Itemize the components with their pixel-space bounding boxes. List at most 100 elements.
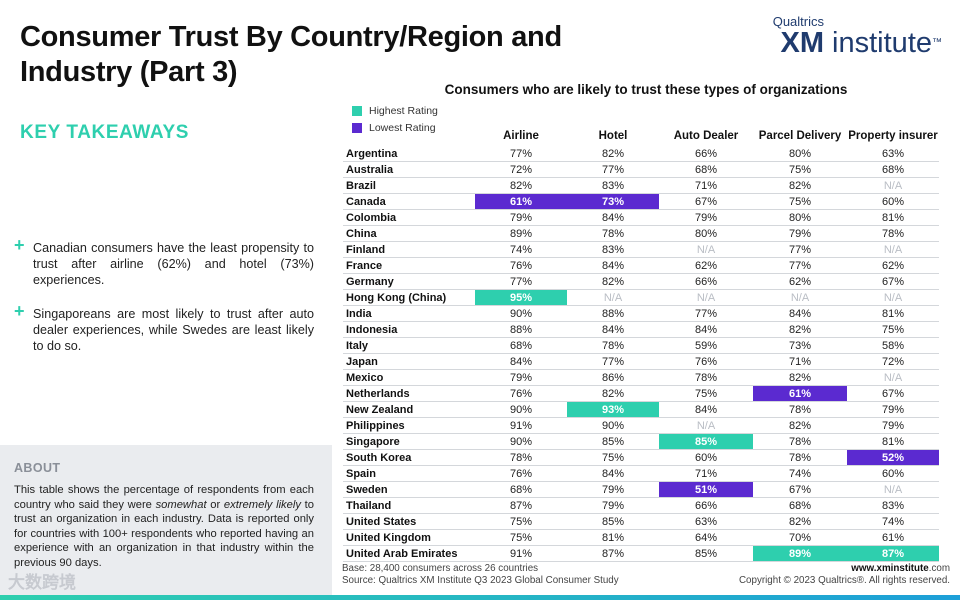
takeaway-bullet-1: + Canadian consumers have the least prop…: [14, 236, 314, 288]
watermark: 大数跨境: [8, 573, 76, 592]
brand-logo: Qualtrics XM institute™: [773, 14, 942, 58]
value-cell: 90%: [475, 433, 567, 450]
table-row: China 89% 78% 80% 79% 78%: [343, 225, 939, 242]
bottom-accent-bar: [0, 595, 960, 600]
trust-table: Airline Hotel Auto Dealer Parcel Deliver…: [343, 116, 939, 562]
country-cell: Philippines: [343, 417, 475, 434]
value-cell: 68%: [847, 161, 939, 178]
value-cell: 79%: [753, 225, 847, 242]
value-cell: 79%: [475, 369, 567, 386]
value-cell: 73%: [753, 337, 847, 354]
table-row: New Zealand 90% 93% 84% 78% 79%: [343, 401, 939, 418]
column-header-airline: Airline: [503, 130, 539, 142]
value-cell: N/A: [659, 289, 753, 306]
country-cell: China: [343, 225, 475, 242]
table-row: Singapore 90% 85% 85% 78% 81%: [343, 433, 939, 450]
table-row: Indonesia 88% 84% 84% 82% 75%: [343, 321, 939, 338]
brand-trademark: ™: [932, 37, 942, 48]
table-row: Netherlands 76% 82% 75% 61% 67%: [343, 385, 939, 402]
column-header-property-insurer: Property insurer: [848, 130, 938, 142]
value-cell: 60%: [847, 193, 939, 210]
value-cell: 66%: [659, 273, 753, 290]
value-cell: 71%: [659, 177, 753, 194]
value-cell: 80%: [753, 146, 847, 162]
about-emphasis: extremely likely: [223, 498, 301, 511]
table-row: Japan 84% 77% 76% 71% 72%: [343, 353, 939, 370]
about-text-part: or: [206, 498, 224, 511]
table-row: Thailand 87% 79% 66% 68% 83%: [343, 497, 939, 514]
value-cell: N/A: [847, 241, 939, 258]
value-cell: 95%: [475, 289, 567, 306]
value-cell: 67%: [847, 273, 939, 290]
value-cell: 91%: [475, 545, 567, 562]
value-cell: 71%: [753, 353, 847, 370]
value-cell: N/A: [847, 289, 939, 306]
footer-url[interactable]: www.xminstitute.com: [739, 563, 950, 575]
table-row: South Korea 78% 75% 60% 78% 52%: [343, 449, 939, 466]
value-cell: 76%: [659, 353, 753, 370]
value-cell: 78%: [753, 449, 847, 466]
about-text-part: to trust an organization in each industr…: [14, 498, 314, 569]
footer-copyright: Copyright © 2023 Qualtrics®. All rights …: [738, 574, 950, 586]
value-cell: N/A: [847, 177, 939, 194]
about-emphasis: somewhat: [155, 498, 207, 511]
legend-label-lowest: Lowest Rating: [369, 121, 436, 134]
table-title: Consumers who are likely to trust these …: [444, 82, 848, 97]
value-cell: 64%: [659, 529, 753, 546]
value-cell: 62%: [847, 257, 939, 274]
value-cell: 82%: [753, 417, 847, 434]
value-cell: 88%: [475, 321, 567, 338]
value-cell: 74%: [475, 241, 567, 258]
table-row: Germany 77% 82% 66% 62% 67%: [343, 273, 939, 290]
value-cell: 75%: [847, 321, 939, 338]
value-cell: 91%: [475, 417, 567, 434]
value-cell: N/A: [659, 241, 753, 258]
country-cell: Finland: [343, 241, 475, 258]
table-row: Philippines 91% 90% N/A 82% 79%: [343, 417, 939, 434]
column-header-auto-dealer: Auto Dealer: [673, 130, 739, 142]
value-cell: 84%: [659, 401, 753, 418]
value-cell: 93%: [567, 401, 659, 418]
country-cell: Canada: [343, 193, 475, 210]
country-cell: New Zealand: [343, 401, 475, 418]
column-header-hotel: Hotel: [598, 130, 628, 142]
brand-qualtrics-text: Qualtrics: [772, 14, 824, 29]
value-cell: 77%: [753, 241, 847, 258]
brand-xm: XM: [780, 27, 825, 59]
brand-xm-institute: XM institute™: [773, 27, 943, 59]
value-cell: 87%: [567, 545, 659, 562]
value-cell: 62%: [753, 273, 847, 290]
footer-url-bold: www.xminstitute: [851, 563, 929, 574]
country-cell: Australia: [343, 161, 475, 178]
table-header-row: Airline Hotel Auto Dealer Parcel Deliver…: [343, 116, 939, 146]
value-cell: 74%: [847, 513, 939, 530]
value-cell: 71%: [659, 465, 753, 482]
table-row: Argentina 77% 82% 66% 80% 63%: [343, 146, 939, 162]
legend-lowest: Lowest Rating: [352, 119, 438, 136]
table-row: Hong Kong (China) 95% N/A N/A N/A N/A: [343, 289, 939, 306]
value-cell: 75%: [753, 161, 847, 178]
value-cell: 78%: [753, 433, 847, 450]
country-cell: Thailand: [343, 497, 475, 514]
country-cell: India: [343, 305, 475, 322]
footer-source-text: Source: Qualtrics XM Institute Q3 2023 G…: [342, 574, 619, 586]
table-row: Finland 74% 83% N/A 77% N/A: [343, 241, 939, 258]
value-cell: 67%: [659, 193, 753, 210]
value-cell: 77%: [475, 273, 567, 290]
country-cell: Japan: [343, 353, 475, 370]
value-cell: 84%: [659, 321, 753, 338]
country-cell: Germany: [343, 273, 475, 290]
value-cell: 60%: [659, 449, 753, 466]
value-cell: 79%: [847, 417, 939, 434]
country-cell: South Korea: [343, 449, 475, 466]
table-row: Italy 68% 78% 59% 73% 58%: [343, 337, 939, 354]
takeaway-text-1: Canadian consumers have the least propen…: [33, 241, 314, 287]
value-cell: 70%: [753, 529, 847, 546]
footer-base: Base: 28,400 consumers across 26 countri…: [342, 563, 539, 574]
value-cell: 81%: [567, 529, 659, 546]
value-cell: 87%: [475, 497, 567, 514]
value-cell: 84%: [567, 321, 659, 338]
value-cell: 67%: [847, 385, 939, 402]
value-cell: 79%: [567, 481, 659, 498]
value-cell: 79%: [659, 209, 753, 226]
